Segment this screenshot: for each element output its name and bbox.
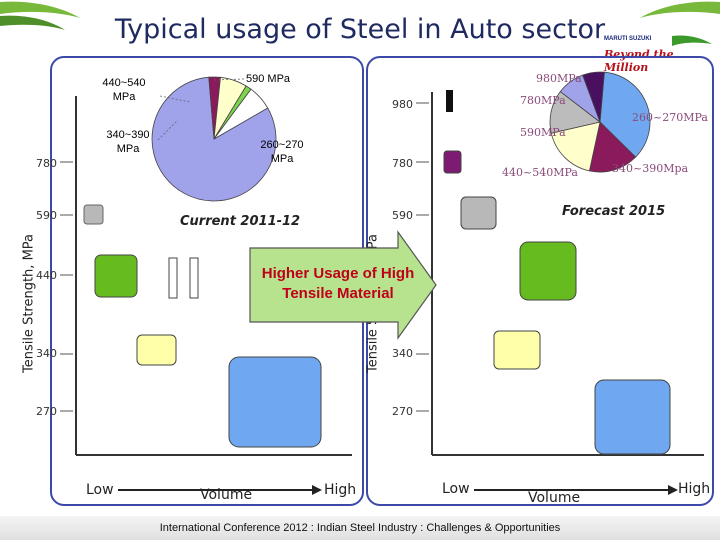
right-pie-slice-0 [599,71,651,158]
right-pie-label-440: 440~540MPa [502,166,578,179]
right-bubble-270 [594,379,671,455]
arrow-text: Higher Usage of High Tensile Material [252,264,424,304]
current-panel-label: Current 2011-12 [180,214,301,229]
right-x-low: Low [442,481,470,497]
right-pie-label-590: 590MPa [520,126,566,139]
footer-bar [0,516,720,540]
right-tick-340: 340 [392,347,413,360]
right-pie-label-780: 780MPa [520,94,566,107]
left-pie-label-260: 260~270 MPa [260,139,304,165]
left-x-high: High [324,482,357,498]
right-pie-slice-2 [550,121,601,172]
transition-arrow-icon [249,230,437,340]
left-tick-340: 340 [36,347,57,360]
left-pie-leader-340 [157,119,179,141]
left-tick-270: 270 [36,405,57,418]
right-pie-label-340: 340~390Mpa [612,162,689,175]
right-x-axis-label: Volume [528,490,581,506]
right-tick-590: 590 [392,209,413,222]
logo-company: MARUTI SUZUKI [604,36,652,42]
left-bubble-440 [94,254,138,298]
left-x-arrow-head [312,485,322,495]
right-bubble-780 [443,150,462,174]
left-pie-slice-4 [213,88,269,140]
right-bubble-340 [493,330,541,370]
right-pie-slice-5 [582,71,605,123]
left-bubble-440-strip-2 [189,257,199,299]
right-x-high: High [678,481,711,497]
header-decoration [0,1,720,30]
left-x-low: Low [86,482,114,498]
right-x-arrow-head [668,485,678,495]
right-tick-270: 270 [392,405,413,418]
left-pie-leader-590 [212,78,245,81]
left-bubble-440-strip-1 [168,257,178,299]
left-bubble-590 [83,204,104,225]
right-tick-780: 780 [392,157,413,170]
left-tick-440: 440 [36,269,57,282]
right-bubble-590 [460,196,497,230]
footer-text: International Conference 2012 : Indian S… [159,522,561,534]
left-pie-label-340: 340~390 MPa [106,129,150,155]
left-pie-label-440: 440~540 MPa [102,77,146,103]
left-pie-leader-440 [159,95,191,103]
right-pie-label-980: 980MPa [536,72,582,85]
right-bubble-980 [446,90,453,112]
right-bubble-440 [519,241,577,301]
arrow-line-1: Higher Usage of High [261,265,415,282]
arrow-line-2: Tensile Material [282,285,394,302]
logo-swoosh-icon [672,35,712,46]
page-title: Typical usage of Steel in Auto sector [114,14,606,45]
right-pie-slice-1 [588,121,637,173]
right-pie-label-260: 260~270MPa [632,111,708,124]
right-tick-980: 980 [392,98,413,111]
left-bubble-340 [136,334,177,366]
left-tick-780: 780 [36,157,57,170]
left-tick-590: 590 [36,209,57,222]
left-x-axis-label: Volume [200,487,253,503]
left-bubble-270 [228,356,322,448]
forecast-panel-label: Forecast 2015 [562,204,666,219]
left-pie-label-590: 590 MPa [246,73,291,85]
